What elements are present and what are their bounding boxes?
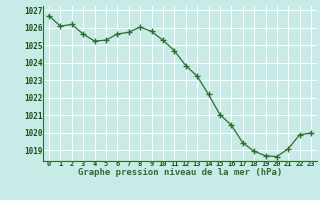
X-axis label: Graphe pression niveau de la mer (hPa): Graphe pression niveau de la mer (hPa) (78, 168, 282, 177)
